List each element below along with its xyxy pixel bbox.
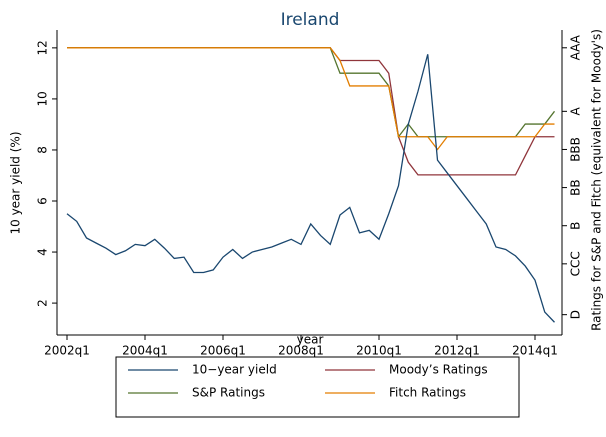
y2-tick-label: BB (569, 179, 583, 195)
chart-title: Ireland (281, 10, 340, 30)
legend-label: Moody’s Ratings (389, 363, 488, 377)
y-tick-label: 12 (36, 40, 50, 55)
y2-tick-label: D (569, 310, 583, 319)
y-axis-title: 10 year yield (%) (9, 131, 23, 234)
x-tick-label: 2012q1 (434, 344, 480, 358)
x-tick-label: 2006q1 (200, 344, 246, 358)
y-tick-label: 8 (36, 146, 50, 154)
legend-label: Fitch Ratings (389, 386, 466, 400)
y-tick-label: 6 (36, 197, 50, 205)
y-tick-label: 10 (36, 91, 50, 106)
x-axis-title: year (297, 333, 324, 347)
y2-tick-label: A (569, 106, 583, 115)
y2-tick-label: CCC (569, 251, 583, 276)
series-line (67, 47, 555, 176)
y2-tick-label: BBB (569, 137, 583, 162)
series-line (66, 54, 555, 323)
series-line (67, 47, 555, 151)
y-tick-label: 2 (36, 299, 50, 307)
y2-tick-label: AAA (569, 34, 583, 60)
y2-tick-label: B (569, 222, 583, 230)
y-tick-label: 4 (36, 248, 50, 256)
x-tick-label: 2008q1 (278, 344, 324, 358)
x-tick-label: 2002q1 (44, 344, 90, 358)
x-tick-label: 2010q1 (356, 344, 402, 358)
y2-axis-title: Ratings for S&P and Fitch (equivalent fo… (590, 29, 604, 331)
legend-label: 10−year yield (192, 363, 277, 377)
x-tick-label: 2004q1 (122, 344, 168, 358)
legend-box (115, 356, 520, 418)
legend-label: S&P Ratings (192, 386, 265, 400)
series-line (67, 47, 556, 139)
x-tick-label: 2014q1 (512, 344, 558, 358)
